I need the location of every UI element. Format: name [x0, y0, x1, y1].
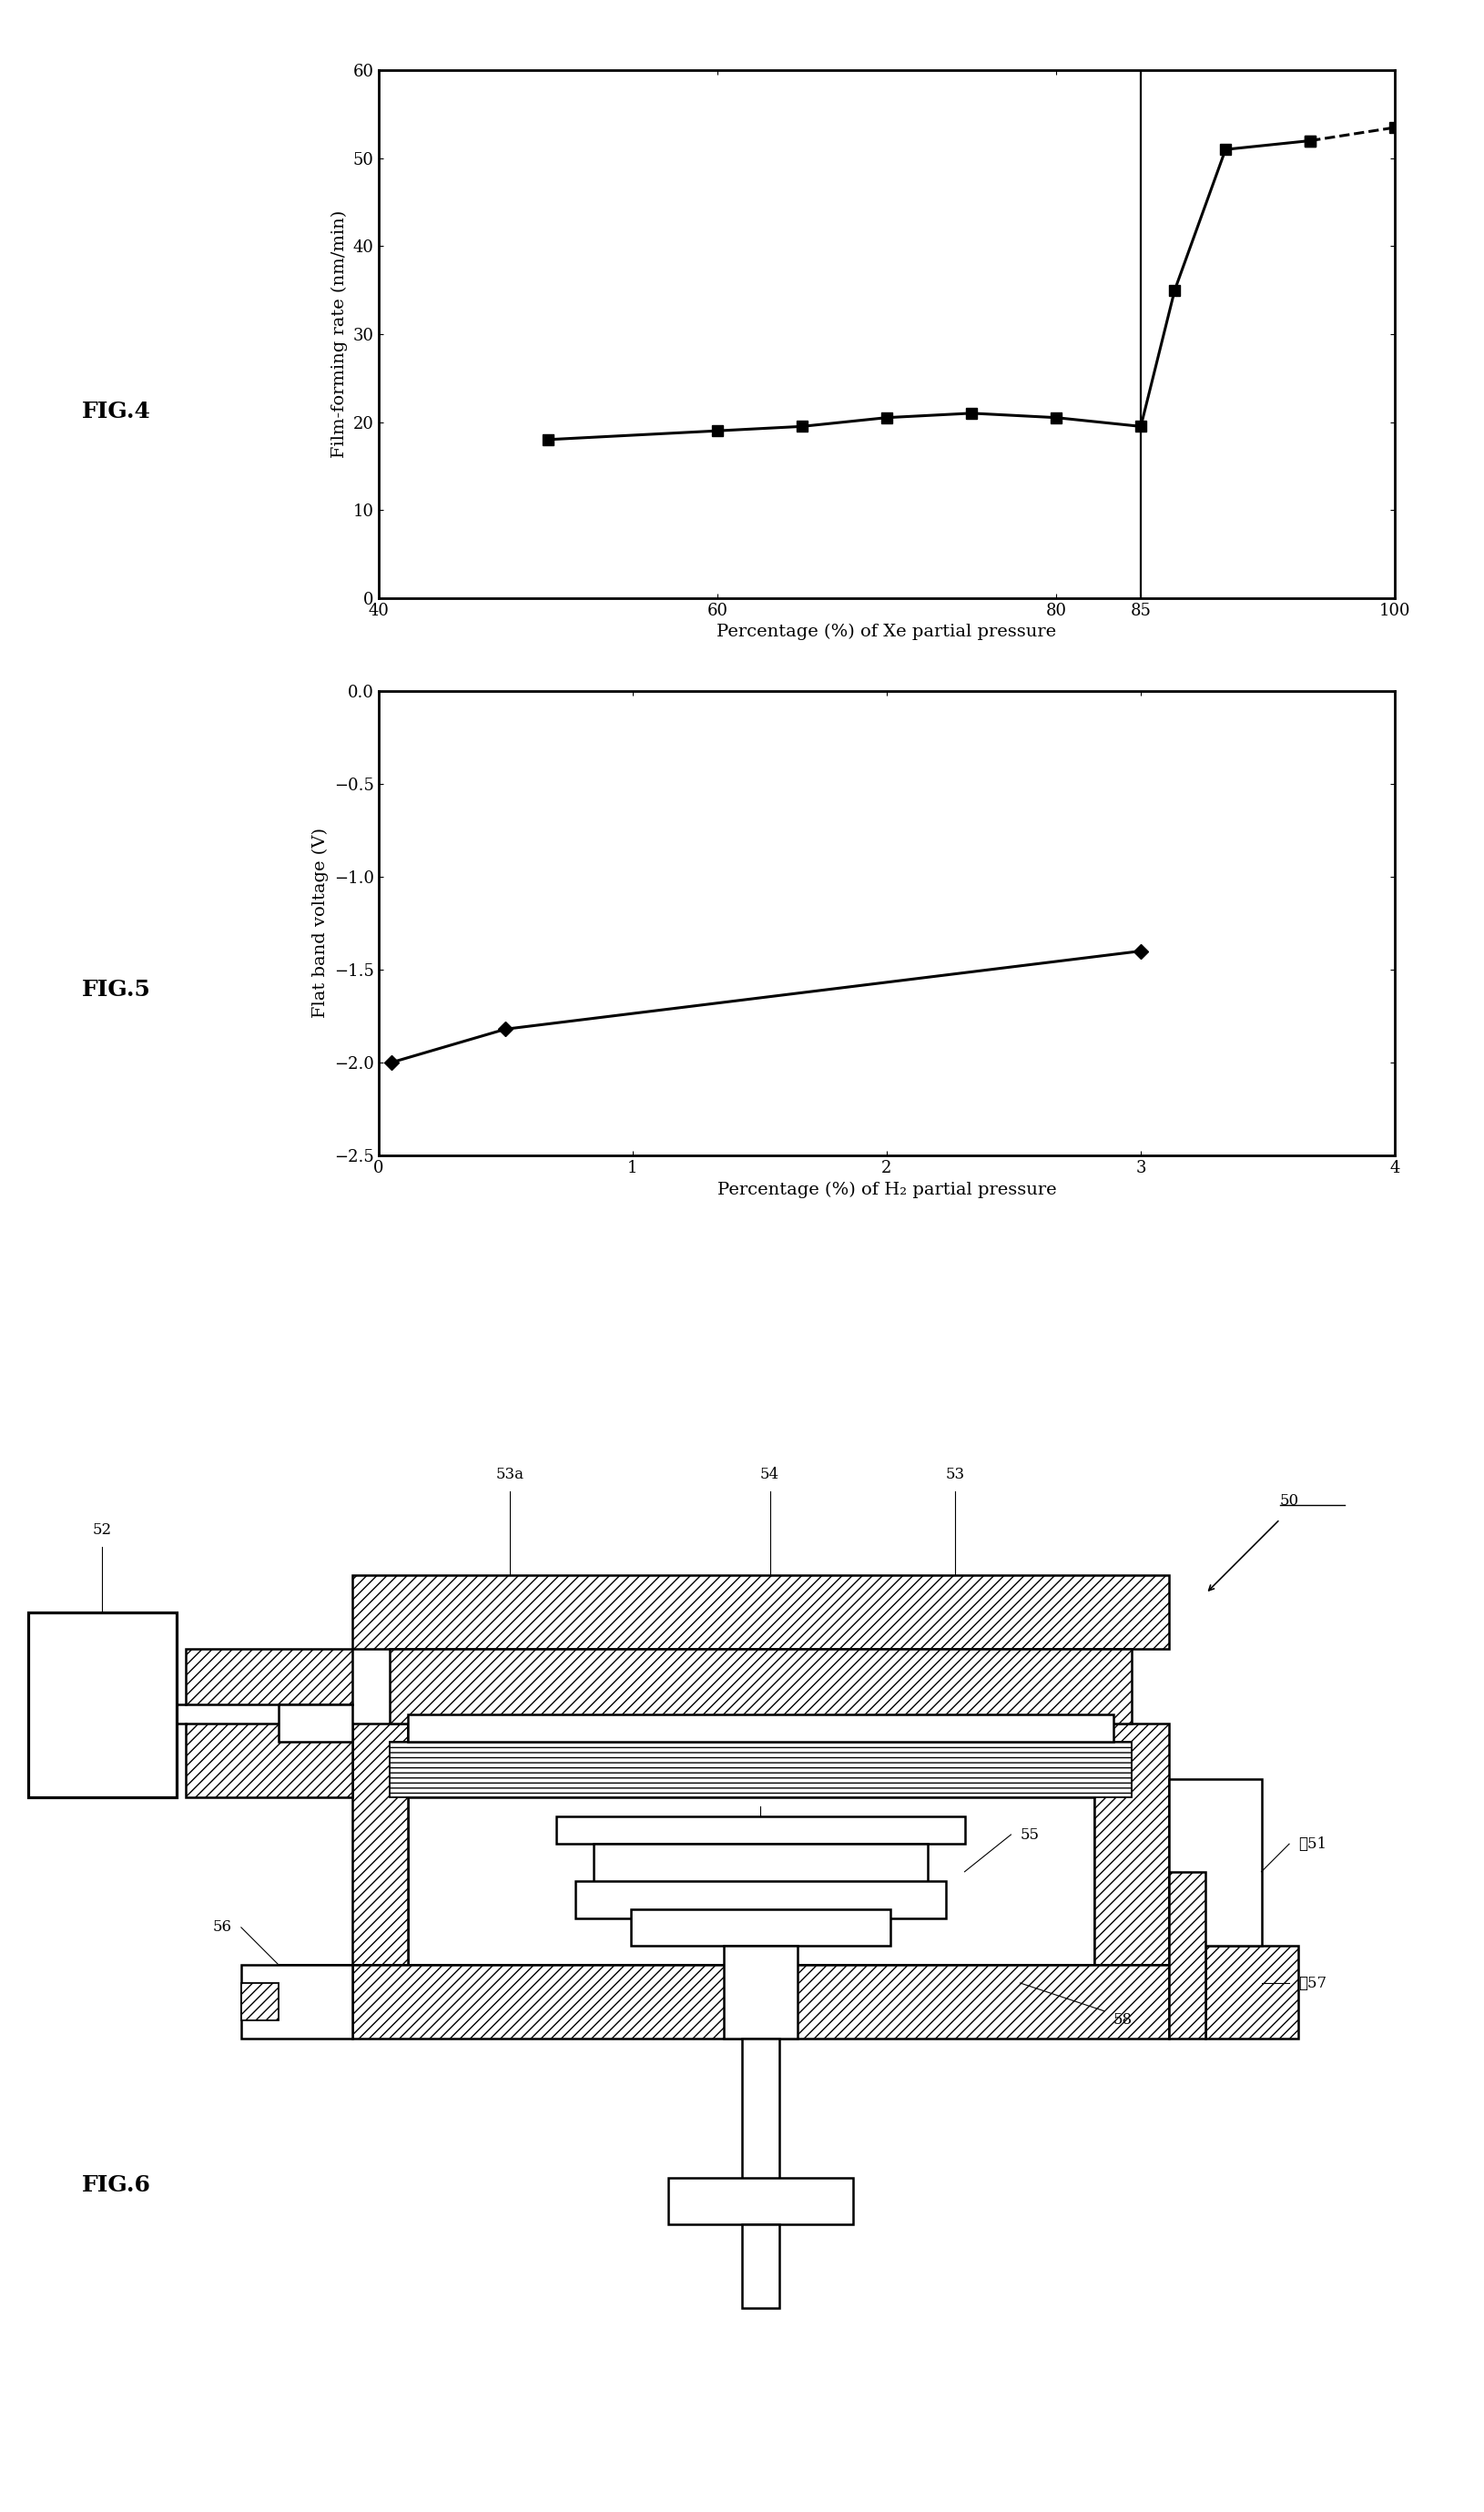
Bar — [28, 1613, 177, 1799]
Text: 56: 56 — [212, 1919, 232, 1934]
Bar — [279, 1706, 353, 1741]
Bar — [1095, 1723, 1169, 1964]
Bar — [186, 1648, 353, 1706]
Text: ⁲57: ⁲57 — [1298, 1974, 1327, 1992]
X-axis label: Percentage (%) of Xe partial pressure: Percentage (%) of Xe partial pressure — [717, 623, 1057, 641]
Bar — [742, 2040, 779, 2188]
Text: 52: 52 — [92, 1522, 111, 1537]
Y-axis label: Film-forming rate (nm/min): Film-forming rate (nm/min) — [331, 211, 347, 457]
Text: 55: 55 — [1021, 1826, 1039, 1841]
Bar — [1169, 1778, 1261, 1947]
Text: 53a: 53a — [496, 1467, 524, 1482]
Bar — [408, 1799, 1095, 1964]
Bar — [389, 1741, 1132, 1799]
Bar — [742, 2223, 779, 2309]
Bar — [594, 1844, 928, 1889]
Bar — [389, 1648, 1132, 1723]
Bar — [279, 1964, 353, 2020]
Text: 50: 50 — [1279, 1492, 1298, 1507]
Bar — [353, 1575, 1169, 1648]
Text: 53: 53 — [945, 1467, 965, 1482]
Bar — [353, 1964, 1169, 2040]
Text: 58: 58 — [1113, 2012, 1132, 2027]
Bar — [1169, 1871, 1205, 2040]
Bar — [186, 1723, 353, 1799]
Bar — [1205, 1947, 1298, 2040]
Bar — [240, 1982, 279, 2020]
Bar — [353, 1723, 408, 1964]
Text: 1: 1 — [755, 1781, 766, 1799]
Bar — [556, 1816, 965, 1844]
Bar — [408, 1713, 1113, 1741]
Y-axis label: Flat band voltage (V): Flat band voltage (V) — [312, 829, 329, 1017]
Text: FIG.5: FIG.5 — [82, 980, 151, 1000]
Bar — [240, 1964, 353, 2040]
Bar — [724, 1947, 798, 2040]
Text: FIG.6: FIG.6 — [82, 2175, 151, 2195]
Text: ⁲51: ⁲51 — [1298, 1836, 1327, 1851]
Text: FIG.4: FIG.4 — [82, 402, 151, 422]
Bar — [668, 2178, 853, 2223]
Bar — [576, 1881, 947, 1919]
Text: 54: 54 — [760, 1467, 779, 1482]
X-axis label: Percentage (%) of H₂ partial pressure: Percentage (%) of H₂ partial pressure — [717, 1181, 1057, 1198]
Bar — [631, 1909, 890, 1947]
